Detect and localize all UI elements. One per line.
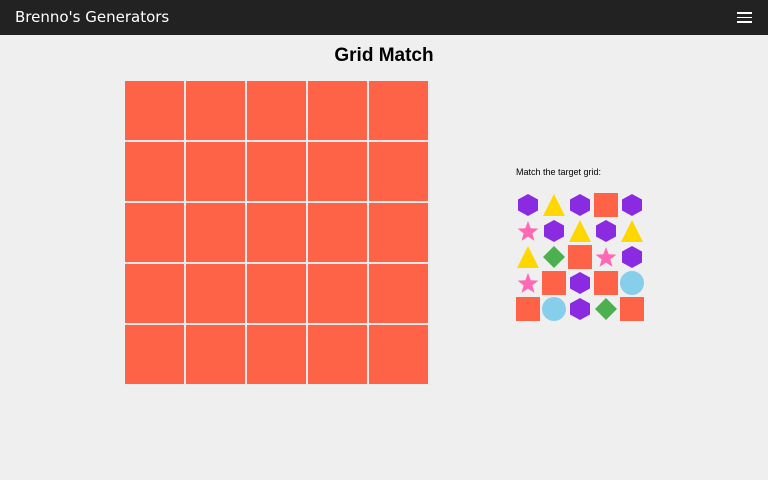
hexagon-icon: [620, 245, 644, 269]
grid-cell[interactable]: [369, 264, 428, 323]
menu-line: [737, 16, 752, 18]
star-icon: [516, 271, 540, 295]
square-icon: [620, 297, 644, 321]
hexagon-icon: [568, 193, 592, 217]
grid-cell[interactable]: [308, 264, 367, 323]
target-grid: [516, 193, 644, 321]
menu-line: [737, 12, 752, 14]
grid-cell[interactable]: [369, 142, 428, 201]
star-icon: [516, 219, 540, 243]
grid-cell[interactable]: [308, 81, 367, 140]
triangle-icon: [542, 193, 566, 217]
triangle-icon: [516, 245, 540, 269]
hexagon-icon: [568, 271, 592, 295]
square-icon: [568, 245, 592, 269]
triangle-icon: [620, 219, 644, 243]
hexagon-icon: [542, 219, 566, 243]
grid-cell[interactable]: [247, 81, 306, 140]
grid-cell[interactable]: [186, 203, 245, 262]
app-title[interactable]: Brenno's Generators: [15, 8, 170, 26]
star-icon: [594, 245, 618, 269]
hexagon-icon: [516, 193, 540, 217]
diamond-icon: [542, 245, 566, 269]
square-icon: [542, 271, 566, 295]
grid-cell[interactable]: [125, 81, 184, 140]
grid-cell[interactable]: [247, 203, 306, 262]
grid-cell[interactable]: [186, 142, 245, 201]
menu-line: [737, 21, 752, 23]
hexagon-icon: [594, 219, 618, 243]
player-grid: [125, 81, 430, 385]
square-icon: [594, 193, 618, 217]
grid-cell[interactable]: [369, 325, 428, 384]
grid-cell[interactable]: [247, 142, 306, 201]
diamond-icon: [594, 297, 618, 321]
grid-cell[interactable]: [308, 203, 367, 262]
square-icon: [594, 271, 618, 295]
grid-cell[interactable]: [186, 81, 245, 140]
grid-cell[interactable]: [186, 264, 245, 323]
grid-cell[interactable]: [369, 203, 428, 262]
grid-cell[interactable]: [247, 264, 306, 323]
grid-cell[interactable]: [369, 81, 428, 140]
grid-cell[interactable]: [186, 325, 245, 384]
page-title: Grid Match: [334, 45, 434, 66]
hamburger-menu-icon[interactable]: [736, 9, 754, 25]
square-icon: [516, 297, 540, 321]
hexagon-icon: [620, 193, 644, 217]
circle-icon: [620, 271, 644, 295]
grid-cell[interactable]: [308, 325, 367, 384]
grid-cell[interactable]: [125, 203, 184, 262]
circle-icon: [542, 297, 566, 321]
grid-cell[interactable]: [308, 142, 367, 201]
grid-cell[interactable]: [247, 325, 306, 384]
grid-cell[interactable]: [125, 264, 184, 323]
grid-cell[interactable]: [125, 142, 184, 201]
grid-cell[interactable]: [125, 325, 184, 384]
hexagon-icon: [568, 297, 592, 321]
triangle-icon: [568, 219, 592, 243]
target-label: Match the target grid:: [516, 167, 602, 177]
top-bar: Brenno's Generators: [0, 0, 768, 35]
